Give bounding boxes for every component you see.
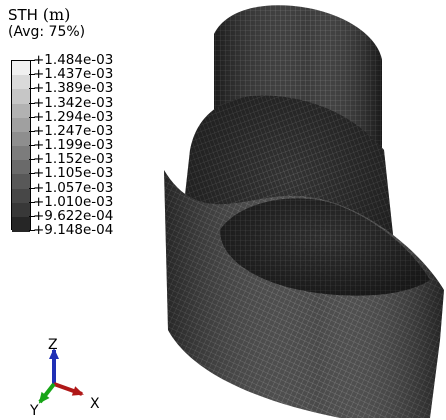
z-axis-arrow [49,348,59,384]
legend-tick [29,159,35,161]
legend-value: +9.148e-04 [33,222,114,238]
legend-variable: STH [8,6,38,24]
legend-swatch [12,103,30,119]
y-axis-arrow [38,382,56,404]
legend-tick [29,201,35,203]
legend-tick [29,102,35,104]
legend-value: +1.247e-03 [33,122,114,139]
legend-tick [29,173,35,175]
legend-title: STH (m) [8,6,70,24]
legend-swatch [12,188,30,204]
legend-swatch [12,160,30,176]
legend-tick [29,187,35,189]
legend-tick [29,88,35,90]
legend-swatch [12,146,30,161]
legend-averaging: (Avg: 75%) [8,24,86,40]
legend-tick [29,130,35,132]
legend-value: +1.484e-03 [33,52,114,68]
front-square-section [164,170,444,418]
legend-value: +9.622e-04 [33,207,114,224]
legend-value: +1.437e-03 [33,66,114,83]
legend-unit: (m) [42,5,71,24]
legend-tick [29,215,35,217]
legend-swatch [12,117,30,133]
z-axis-label: Z [48,337,58,353]
legend-swatch [12,216,30,232]
legend-value: +1.199e-03 [33,137,114,153]
legend-value: +1.010e-03 [33,193,114,210]
legend-tick [29,116,35,118]
legend-value: +1.342e-03 [33,94,114,111]
legend-tick [29,60,35,61]
legend-swatch [12,174,30,190]
legend-value: +1.105e-03 [33,165,114,182]
legend-swatch [12,89,30,105]
legend-swatch [12,131,30,147]
legend-tick [29,74,35,76]
legend-tick [29,145,35,146]
x-axis-label: X [90,396,100,412]
legend-swatch [12,202,30,218]
legend-value: +1.294e-03 [33,108,114,125]
coordinate-triad [38,348,84,404]
y-axis-label: Y [30,403,39,419]
legend-value: +1.389e-03 [33,80,114,97]
legend-swatch [12,75,30,91]
legend-value: +1.057e-03 [33,179,114,196]
x-axis-arrow [53,382,84,396]
legend-value: +1.152e-03 [33,151,114,168]
legend-tick [29,230,35,231]
legend-swatch [12,61,30,76]
